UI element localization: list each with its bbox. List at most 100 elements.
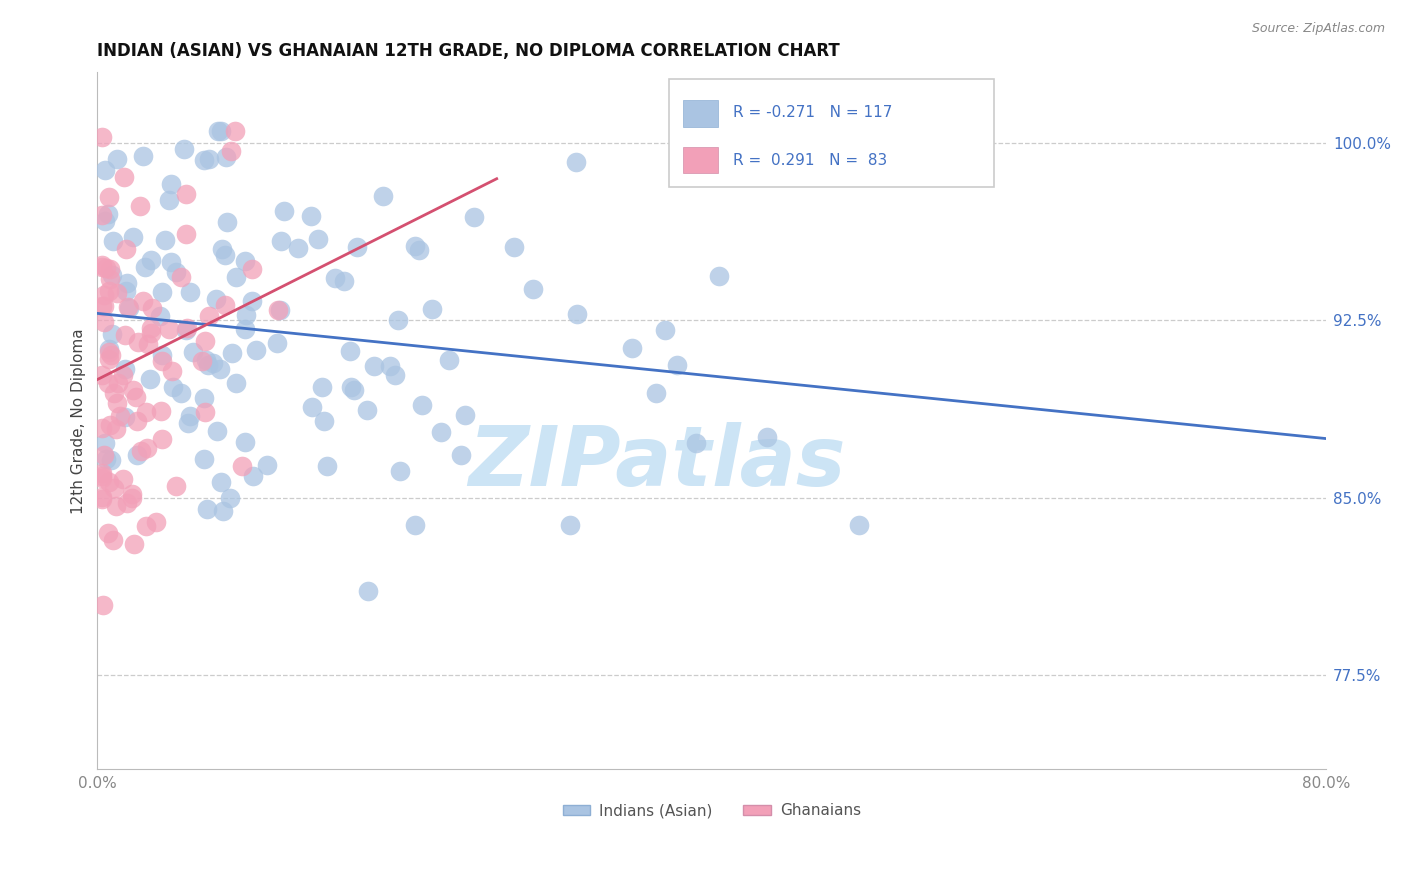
Point xyxy=(122,229,145,244)
Point xyxy=(194,405,217,419)
Point xyxy=(94,451,117,466)
Point xyxy=(93,315,115,329)
Point xyxy=(179,285,201,299)
Point xyxy=(356,402,378,417)
Point xyxy=(134,260,156,274)
Point xyxy=(105,152,128,166)
Point xyxy=(205,292,228,306)
Point xyxy=(207,424,229,438)
Point xyxy=(454,408,477,422)
Point xyxy=(155,233,177,247)
Point xyxy=(197,152,219,166)
FancyBboxPatch shape xyxy=(669,79,994,187)
Point xyxy=(98,351,121,366)
Point xyxy=(273,203,295,218)
Point xyxy=(174,323,197,337)
Point xyxy=(150,432,173,446)
Point xyxy=(150,348,173,362)
Point xyxy=(98,284,121,298)
Point xyxy=(115,284,138,298)
Point xyxy=(193,391,215,405)
Point xyxy=(177,416,200,430)
Point xyxy=(149,310,172,324)
Point xyxy=(160,364,183,378)
Point xyxy=(139,321,162,335)
Y-axis label: 12th Grade, No Diploma: 12th Grade, No Diploma xyxy=(72,328,86,514)
Point xyxy=(685,436,707,450)
Point xyxy=(103,234,125,248)
Point xyxy=(323,270,346,285)
Point xyxy=(117,300,139,314)
Point xyxy=(108,409,131,423)
Point xyxy=(107,285,129,300)
Point xyxy=(755,430,778,444)
Point xyxy=(91,299,114,313)
Point xyxy=(121,491,143,506)
Point xyxy=(157,322,180,336)
Point xyxy=(114,362,136,376)
Point xyxy=(214,248,236,262)
Point xyxy=(107,376,129,390)
Point xyxy=(138,372,160,386)
Point xyxy=(215,149,238,163)
Point xyxy=(224,124,246,138)
Point xyxy=(645,386,668,401)
Point xyxy=(97,345,120,359)
Point xyxy=(101,268,124,282)
Point xyxy=(378,359,401,373)
Point xyxy=(173,143,195,157)
Point xyxy=(150,403,173,417)
Point xyxy=(225,270,247,285)
Point xyxy=(96,260,118,275)
Point xyxy=(160,255,183,269)
Point xyxy=(654,323,676,337)
Point xyxy=(357,584,380,599)
Point xyxy=(170,386,193,401)
Point xyxy=(315,459,337,474)
Point xyxy=(132,293,155,308)
Point xyxy=(450,448,472,462)
Point xyxy=(105,422,128,436)
Point xyxy=(233,322,256,336)
Point xyxy=(212,503,235,517)
Point xyxy=(100,326,122,341)
Point xyxy=(707,269,730,284)
Point xyxy=(240,293,263,308)
Bar xyxy=(683,100,718,127)
Point xyxy=(211,475,233,490)
Point xyxy=(103,481,125,495)
Point xyxy=(195,352,218,367)
Point xyxy=(145,515,167,529)
Point xyxy=(139,326,162,340)
Point xyxy=(91,469,114,483)
Point xyxy=(101,533,124,547)
Point xyxy=(104,499,127,513)
Point xyxy=(404,517,426,532)
Point xyxy=(135,519,157,533)
Point xyxy=(97,376,120,390)
Point xyxy=(463,210,485,224)
Point xyxy=(103,386,125,401)
Point xyxy=(91,260,114,275)
Point xyxy=(94,213,117,227)
Point xyxy=(197,359,219,373)
Point xyxy=(112,472,135,486)
Point xyxy=(235,308,257,322)
Point xyxy=(114,327,136,342)
Point xyxy=(245,343,267,357)
Point xyxy=(97,526,120,541)
Point xyxy=(93,448,115,462)
Point xyxy=(242,469,264,483)
Point xyxy=(91,421,114,435)
Point xyxy=(307,232,329,246)
Point xyxy=(267,303,290,318)
Point xyxy=(100,453,122,467)
Text: ZIPat: ZIPat xyxy=(468,422,711,503)
Point xyxy=(411,398,433,412)
Point xyxy=(311,380,333,394)
Point xyxy=(221,345,243,359)
Point xyxy=(165,479,187,493)
Text: las: las xyxy=(711,422,846,503)
Point xyxy=(665,358,688,372)
Point xyxy=(269,302,291,317)
